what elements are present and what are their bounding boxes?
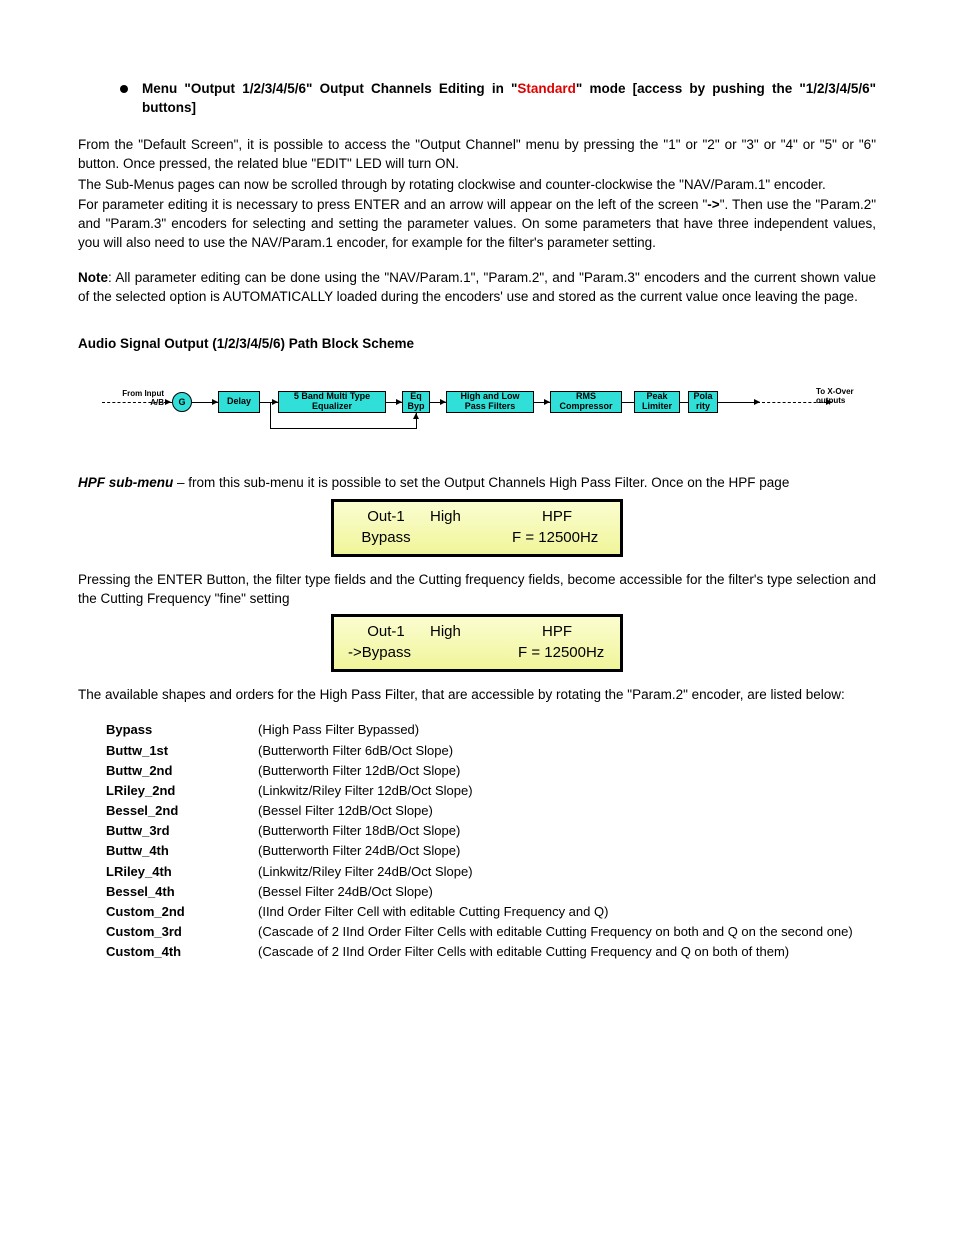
filter-name: Buttw_4th [106,842,258,860]
node-eq-bypass: Eq Byp [402,391,430,413]
filter-name: Bessel_4th [106,883,258,901]
filter-name: Custom_4th [106,943,258,961]
node-rms-compressor: RMS Compressor [550,391,622,413]
after-lcd1-para: Pressing the ENTER Button, the filter ty… [78,571,876,609]
lcd2-r1c3: HPF [502,621,612,642]
lcd2-r2c1: ->Bypass [342,642,436,663]
filter-name: Buttw_2nd [106,762,258,780]
heading-red: Standard [517,81,576,96]
intro-para-3: For parameter editing it is necessary to… [78,196,876,253]
filter-row: Custom_3rd(Cascade of 2 IInd Order Filte… [106,923,876,941]
lcd2-r1c2: High [430,621,502,642]
node-gain: G [172,392,192,412]
filter-row: Buttw_3rd(Butterworth Filter 18dB/Oct Sl… [106,822,876,840]
filter-name: Bessel_2nd [106,802,258,820]
node-peak-limiter: Peak Limiter [634,391,680,413]
hpf-intro-rest: – from this sub-menu it is possible to s… [173,475,789,490]
menu-heading-text: Menu "Output 1/2/3/4/5/6" Output Channel… [142,80,876,118]
filter-row: LRiley_4th(Linkwitz/Riley Filter 24dB/Oc… [106,863,876,881]
signal-path-diagram: From Input A/B G Delay 5 Band Multi Type… [102,384,876,454]
filter-name: LRiley_4th [106,863,258,881]
filter-desc: (Bessel Filter 24dB/Oct Slope) [258,883,876,901]
filter-desc: (Cascade of 2 IInd Order Filter Cells wi… [258,923,876,941]
filter-desc: (Bessel Filter 12dB/Oct Slope) [258,802,876,820]
intro-para-2: The Sub-Menus pages can now be scrolled … [78,176,876,195]
node-polarity: Pola rity [688,391,718,413]
filter-desc: (High Pass Filter Bypassed) [258,721,876,739]
lcd1-r1c3: HPF [502,506,612,527]
filter-desc: (IInd Order Filter Cell with editable Cu… [258,903,876,921]
filter-desc: (Linkwitz/Riley Filter 24dB/Oct Slope) [258,863,876,881]
lcd-screen-1: Out-1 High HPF Bypass F = 12500Hz [331,499,623,557]
filter-row: Buttw_1st(Butterworth Filter 6dB/Oct Slo… [106,742,876,760]
filter-row: LRiley_2nd(Linkwitz/Riley Filter 12dB/Oc… [106,782,876,800]
filter-row: Custom_2nd(IInd Order Filter Cell with e… [106,903,876,921]
filter-name: Custom_2nd [106,903,258,921]
lcd2-r2c3: F = 12500Hz [508,642,612,663]
filter-name: LRiley_2nd [106,782,258,800]
lcd1-r1c1: Out-1 [342,506,430,527]
node-5band-eq: 5 Band Multi Type Equalizer [278,391,386,413]
filter-name: Buttw_1st [106,742,258,760]
intro3-arrow: -> [707,197,719,212]
filter-row: Custom_4th(Cascade of 2 IInd Order Filte… [106,943,876,961]
note-para: Note: All parameter editing can be done … [78,269,876,307]
filter-row: Bypass(High Pass Filter Bypassed) [106,721,876,739]
hpf-intro: HPF sub-menu – from this sub-menu it is … [78,474,876,493]
filter-name: Custom_3rd [106,923,258,941]
filter-desc: (Butterworth Filter 18dB/Oct Slope) [258,822,876,840]
intro-para-1: From the "Default Screen", it is possibl… [78,136,876,174]
filter-row: Buttw_2nd(Butterworth Filter 12dB/Oct Sl… [106,762,876,780]
intro3-pre: For parameter editing it is necessary to… [78,197,707,212]
section-title: Audio Signal Output (1/2/3/4/5/6) Path B… [78,335,876,354]
filter-row: Bessel_2nd(Bessel Filter 12dB/Oct Slope) [106,802,876,820]
filter-list: Bypass(High Pass Filter Bypassed)Buttw_1… [106,721,876,961]
diagram-input-label: From Input A/B [108,390,164,408]
filter-desc: (Butterworth Filter 12dB/Oct Slope) [258,762,876,780]
filter-name: Bypass [106,721,258,739]
note-body: : All parameter editing can be done usin… [78,270,876,304]
filter-desc: (Butterworth Filter 6dB/Oct Slope) [258,742,876,760]
hpf-intro-bold: HPF sub-menu [78,475,173,490]
lcd-screen-2: Out-1 High HPF ->Bypass F = 12500Hz [331,614,623,672]
note-label: Note [78,270,108,285]
lcd1-r1c2: High [430,506,502,527]
lcd1-r2c3: F = 12500Hz [502,527,612,548]
node-delay: Delay [218,391,260,413]
filter-desc: (Cascade of 2 IInd Order Filter Cells wi… [258,943,876,961]
filter-name: Buttw_3rd [106,822,258,840]
menu-heading: Menu "Output 1/2/3/4/5/6" Output Channel… [78,80,876,118]
after-lcd2-para: The available shapes and orders for the … [78,686,876,705]
filter-row: Buttw_4th(Butterworth Filter 24dB/Oct Sl… [106,842,876,860]
bullet-icon [120,85,128,93]
filter-desc: (Butterworth Filter 24dB/Oct Slope) [258,842,876,860]
filter-desc: (Linkwitz/Riley Filter 12dB/Oct Slope) [258,782,876,800]
lcd2-r1c1: Out-1 [342,621,430,642]
heading-pre: Menu "Output 1/2/3/4/5/6" Output Channel… [142,81,517,96]
filter-row: Bessel_4th(Bessel Filter 24dB/Oct Slope) [106,883,876,901]
node-hplp-filters: High and Low Pass Filters [446,391,534,413]
lcd1-r2c1: Bypass [342,527,430,548]
